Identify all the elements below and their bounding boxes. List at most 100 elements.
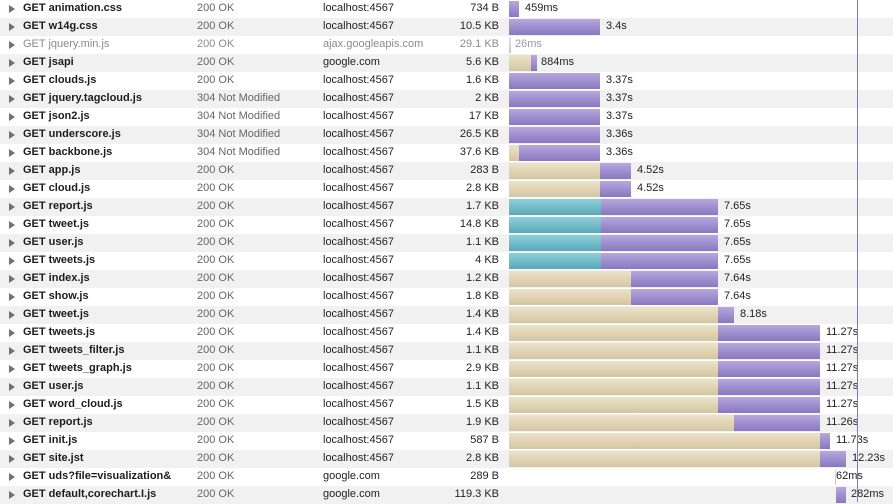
- request-duration: 3.37s: [606, 74, 633, 86]
- network-request-row[interactable]: GET app.js 200 OK localhost:4567 283 B 4.52s: [0, 162, 893, 180]
- network-request-row[interactable]: GET index.js 200 OK localhost:4567 1.2 KB 7.…: [0, 270, 893, 288]
- network-request-row[interactable]: GET animation.css 200 OK localhost:4567 734…: [0, 0, 893, 18]
- timeline-waiting-bar: [509, 145, 519, 161]
- disclosure-triangle-icon[interactable]: [9, 347, 15, 355]
- network-request-row[interactable]: GET show.js 200 OK localhost:4567 1.8 KB 7.6…: [0, 288, 893, 306]
- request-name: GET tweet.js: [23, 308, 90, 320]
- network-request-row[interactable]: GET jsapi 200 OK google.com 5.6 KB 884ms: [0, 54, 893, 72]
- network-request-row[interactable]: GET jquery.tagcloud.js 304 Not Modified lo…: [0, 90, 893, 108]
- request-status: 200 OK: [197, 200, 235, 212]
- request-duration: 884ms: [541, 56, 575, 68]
- request-name: GET user.js: [23, 380, 84, 392]
- request-duration: 3.36s: [606, 128, 633, 140]
- network-request-row[interactable]: GET cloud.js 200 OK localhost:4567 2.8 KB 4.…: [0, 180, 893, 198]
- disclosure-triangle-icon[interactable]: [9, 203, 15, 211]
- timeline-receiving-bar: [820, 433, 830, 449]
- network-request-row[interactable]: GET tweet.js 200 OK localhost:4567 1.4 KB 8.…: [0, 306, 893, 324]
- request-size: 734 B: [470, 2, 499, 14]
- request-status: 200 OK: [197, 20, 235, 32]
- network-request-row[interactable]: GET report.js 200 OK localhost:4567 1.9 KB 1…: [0, 414, 893, 432]
- disclosure-triangle-icon[interactable]: [9, 293, 15, 301]
- disclosure-triangle-icon[interactable]: [9, 95, 15, 103]
- network-request-row[interactable]: GET default,corechart.I.js 200 OK google.c…: [0, 486, 893, 504]
- disclosure-triangle-icon[interactable]: [9, 239, 15, 247]
- request-name: GET show.js: [23, 290, 89, 302]
- network-request-row[interactable]: GET site.jst 200 OK localhost:4567 2.8 KB 12…: [0, 450, 893, 468]
- request-name: GET jsapi: [23, 56, 74, 68]
- disclosure-triangle-icon[interactable]: [9, 167, 15, 175]
- disclosure-triangle-icon[interactable]: [9, 221, 15, 229]
- network-request-row[interactable]: GET word_cloud.js 200 OK localhost:4567 1.5…: [0, 396, 893, 414]
- network-request-row[interactable]: GET clouds.js 200 OK localhost:4567 1.6 KB 3…: [0, 72, 893, 90]
- request-name: GET tweets.js: [23, 326, 96, 338]
- network-request-row[interactable]: GET report.js 200 OK localhost:4567 1.7 KB 7…: [0, 198, 893, 216]
- disclosure-triangle-icon[interactable]: [9, 329, 15, 337]
- request-status: 200 OK: [197, 290, 235, 302]
- request-duration: 7.64s: [724, 272, 751, 284]
- disclosure-triangle-icon[interactable]: [9, 59, 15, 67]
- timeline-receiving-bar: [836, 487, 846, 503]
- disclosure-triangle-icon[interactable]: [9, 311, 15, 319]
- network-request-row[interactable]: GET tweets_graph.js 200 OK localhost:4567 2…: [0, 360, 893, 378]
- disclosure-triangle-icon[interactable]: [9, 473, 15, 481]
- request-name: GET underscore.js: [23, 128, 121, 140]
- request-status: 200 OK: [197, 38, 235, 50]
- disclosure-triangle-icon[interactable]: [9, 401, 15, 409]
- request-size: 17 KB: [469, 110, 499, 122]
- request-duration: 11.73s: [836, 434, 869, 446]
- request-name: GET site.jst: [23, 452, 84, 464]
- disclosure-triangle-icon[interactable]: [9, 41, 15, 49]
- request-size: 10.5 KB: [459, 20, 499, 32]
- disclosure-triangle-icon[interactable]: [9, 365, 15, 373]
- network-request-row[interactable]: GET tweets.js 200 OK localhost:4567 1.4 KB 1…: [0, 324, 893, 342]
- request-duration: 3.36s: [606, 146, 633, 158]
- request-size: 2.9 KB: [465, 362, 499, 374]
- request-size: 4 KB: [475, 254, 499, 266]
- timeline-waiting-bar: [509, 289, 631, 305]
- disclosure-triangle-icon[interactable]: [9, 455, 15, 463]
- network-request-row[interactable]: GET w14g.css 200 OK localhost:4567 10.5 KB 3…: [0, 18, 893, 36]
- request-status: 200 OK: [197, 488, 235, 500]
- request-name: GET w14g.css: [23, 20, 98, 32]
- disclosure-triangle-icon[interactable]: [9, 149, 15, 157]
- disclosure-triangle-icon[interactable]: [9, 257, 15, 265]
- network-request-row[interactable]: GET json2.js 304 Not Modified localhost:45…: [0, 108, 893, 126]
- timeline-receiving-bar: [509, 109, 600, 125]
- network-request-row[interactable]: GET user.js 200 OK localhost:4567 1.1 KB 11.…: [0, 378, 893, 396]
- request-domain: localhost:4567: [323, 380, 394, 392]
- request-size: 37.6 KB: [459, 146, 499, 158]
- request-duration: 26ms: [515, 38, 542, 50]
- network-request-row[interactable]: GET init.js 200 OK localhost:4567 587 B 11.7…: [0, 432, 893, 450]
- disclosure-triangle-icon[interactable]: [9, 437, 15, 445]
- disclosure-triangle-icon[interactable]: [9, 419, 15, 427]
- network-request-row[interactable]: GET tweets.js 200 OK localhost:4567 4 KB 7.6…: [0, 252, 893, 270]
- request-domain: localhost:4567: [323, 326, 394, 338]
- request-duration: 3.37s: [606, 92, 633, 104]
- network-request-row[interactable]: GET jquery.min.js 200 OK ajax.googleapis.c…: [0, 36, 893, 54]
- request-status: 304 Not Modified: [197, 128, 281, 140]
- disclosure-triangle-icon[interactable]: [9, 113, 15, 121]
- disclosure-triangle-icon[interactable]: [9, 275, 15, 283]
- disclosure-triangle-icon[interactable]: [9, 383, 15, 391]
- network-request-row[interactable]: GET tweet.js 200 OK localhost:4567 14.8 KB 7…: [0, 216, 893, 234]
- disclosure-triangle-icon[interactable]: [9, 23, 15, 31]
- disclosure-triangle-icon[interactable]: [9, 5, 15, 13]
- network-request-row[interactable]: GET uds?file=visualization& 200 OK google.…: [0, 468, 893, 486]
- request-status: 304 Not Modified: [197, 146, 281, 158]
- disclosure-triangle-icon[interactable]: [9, 491, 15, 499]
- network-request-row[interactable]: GET tweets_filter.js 200 OK localhost:4567…: [0, 342, 893, 360]
- request-status: 200 OK: [197, 398, 235, 410]
- network-request-row[interactable]: GET backbone.js 304 Not Modified localhost…: [0, 144, 893, 162]
- timeline-waiting-bar: [509, 325, 718, 341]
- request-status: 200 OK: [197, 308, 235, 320]
- timeline-waiting-bar: [509, 307, 718, 323]
- request-name: GET app.js: [23, 164, 81, 176]
- disclosure-triangle-icon[interactable]: [9, 185, 15, 193]
- disclosure-triangle-icon[interactable]: [9, 77, 15, 85]
- timeline-waiting-bar: [509, 163, 600, 179]
- request-name: GET init.js: [23, 434, 78, 446]
- network-request-row[interactable]: GET underscore.js 304 Not Modified localho…: [0, 126, 893, 144]
- network-request-row[interactable]: GET user.js 200 OK localhost:4567 1.1 KB 7.6…: [0, 234, 893, 252]
- timeline-receiving-bar: [718, 379, 820, 395]
- disclosure-triangle-icon[interactable]: [9, 131, 15, 139]
